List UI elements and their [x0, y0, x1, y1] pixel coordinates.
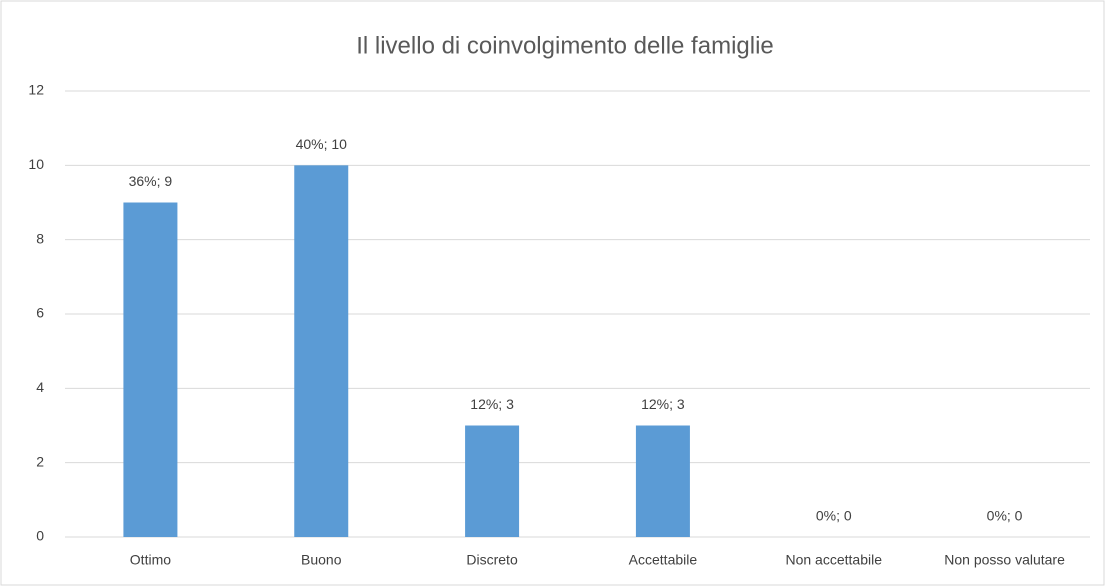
chart-title: Il livello di coinvolgimento delle famig… — [356, 32, 774, 59]
y-tick-label: 2 — [36, 453, 44, 469]
data-label: 12%; 3 — [641, 396, 685, 412]
y-tick-label: 6 — [36, 305, 44, 321]
bar — [294, 165, 349, 538]
y-tick-label: 12 — [28, 82, 44, 98]
data-label: 36%; 9 — [129, 173, 173, 189]
x-tick-label: Non accettabile — [785, 552, 882, 568]
x-tick-label: Non posso valutare — [944, 552, 1065, 568]
data-label: 0%; 0 — [816, 508, 852, 524]
bar — [123, 202, 178, 537]
x-tick-label: Accettabile — [629, 552, 698, 568]
x-tick-label: Ottimo — [130, 552, 171, 568]
data-label: 40%; 10 — [296, 136, 348, 152]
y-tick-label: 8 — [36, 230, 44, 246]
bar — [465, 425, 520, 537]
y-tick-label: 4 — [36, 379, 44, 395]
data-label: 12%; 3 — [470, 396, 514, 412]
data-label: 0%; 0 — [987, 508, 1023, 524]
x-tick-label: Buono — [301, 552, 342, 568]
y-tick-label: 10 — [28, 156, 44, 172]
x-tick-label: Discreto — [466, 552, 518, 568]
y-tick-label: 0 — [36, 528, 44, 544]
bar — [635, 425, 690, 537]
